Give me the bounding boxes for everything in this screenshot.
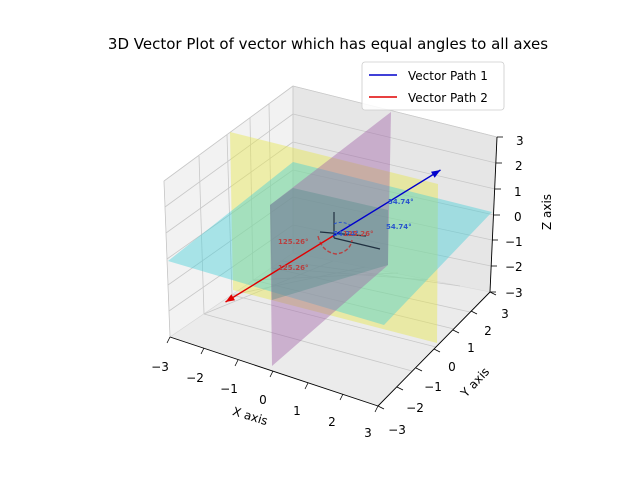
legend: Vector Path 1 Vector Path 2 [361, 61, 505, 111]
x-tick-label: −1 [220, 382, 238, 396]
x-tick-mark [200, 347, 205, 355]
grid-line [292, 85, 498, 138]
y-tick-mark [489, 291, 497, 296]
vector-layer [225, 169, 441, 303]
vector-arrowhead-series-2 [225, 294, 236, 302]
grid-line [271, 267, 471, 313]
grid-lines [163, 85, 498, 372]
x-tick-mark [166, 336, 171, 344]
grid-line [231, 294, 437, 348]
grid-line [292, 169, 495, 216]
y-tick-label: 0 [448, 360, 456, 374]
z-axis-label: Z axis [540, 194, 554, 230]
plane-xy [168, 162, 492, 325]
grid-line [165, 141, 294, 234]
plane-xz [270, 112, 391, 366]
z-tick-label: 0 [514, 210, 522, 224]
grid-line [203, 313, 413, 372]
grid-line [164, 113, 294, 208]
y-tick-mark [377, 405, 385, 410]
x-tick-label: 3 [364, 426, 372, 440]
x-axis-label: X axis [231, 404, 270, 428]
angle-label: 125.26° [343, 230, 374, 238]
grid-line [292, 224, 492, 267]
vector-line-series-1 [332, 169, 441, 237]
origin-axis-tick [333, 237, 381, 250]
x-tick-label: 2 [328, 415, 336, 429]
origin-markers [317, 212, 381, 255]
grid-line [292, 141, 496, 190]
x-tick-label: −2 [186, 371, 204, 385]
chart-title: 3D Vector Plot of vector which has equal… [108, 35, 548, 53]
grid-line [167, 196, 294, 286]
y-tick-label: 3 [501, 307, 509, 321]
z-tick-label: 3 [516, 134, 524, 148]
angle-label: 125.26° [278, 238, 309, 246]
y-tick-mark [470, 310, 478, 315]
grid-line [231, 266, 366, 296]
z-tick-label: −2 [505, 260, 523, 274]
grid-line [281, 260, 461, 287]
vector-line-series-2 [225, 235, 334, 303]
grid-line [168, 224, 294, 312]
y-tick-mark [415, 367, 423, 372]
grid-line [252, 279, 455, 330]
origin-axis-tick [319, 231, 367, 237]
legend-box [361, 61, 505, 111]
grid-line [292, 196, 493, 241]
y-tick-label: −2 [406, 401, 424, 415]
angle-label: 54.74° [333, 230, 359, 238]
x-tick-mark [339, 393, 344, 401]
z-tick-labels: −3 −2 −1 0 1 2 3 [505, 134, 524, 300]
x-tick-mark [269, 370, 274, 378]
legend-label-series-1: Vector Path 1 [408, 69, 488, 83]
y-tick-mark [396, 386, 404, 391]
y-tick-mark [433, 348, 441, 353]
x-tick-label: −3 [151, 360, 169, 374]
grid-line [166, 169, 294, 260]
angle-arc-red [317, 235, 353, 255]
x-tick-label: 0 [259, 393, 267, 407]
legend-label-series-2: Vector Path 2 [408, 91, 488, 105]
tick-marks [166, 136, 503, 413]
vector-arrowhead-series-1 [430, 170, 441, 178]
z-tick-label: −1 [505, 235, 523, 249]
x-tick-labels: −3 −2 −1 0 1 2 3 [151, 360, 372, 440]
angle-label: 125.26° [278, 264, 309, 272]
angle-annotations: 54.74° 54.74° 54.74° 125.26° 125.26° 125… [278, 198, 414, 272]
x-tick-mark [374, 405, 379, 413]
x-axis-line [169, 336, 379, 407]
z-tick-label: −3 [505, 286, 523, 300]
y-tick-label: 2 [484, 324, 492, 338]
y-tick-labels: −3 −2 −1 0 1 2 3 [388, 307, 509, 437]
y-tick-label: −1 [424, 380, 442, 394]
x-tick-label: 1 [293, 404, 301, 418]
y-tick-mark [452, 329, 460, 334]
x-tick-mark [234, 359, 239, 367]
grid-line [163, 85, 294, 182]
z-tick-label: 1 [514, 185, 522, 199]
angle-label: 54.74° [388, 198, 414, 206]
x-tick-mark [304, 382, 309, 390]
grid-line [292, 113, 497, 164]
y-tick-label: 1 [467, 341, 475, 355]
plane-overlap [270, 188, 388, 300]
z-tick-label: 2 [515, 159, 523, 173]
angle-label: 54.74° [386, 223, 412, 231]
y-tick-label: −3 [388, 423, 406, 437]
y-axis-label: Y axis [457, 365, 492, 401]
